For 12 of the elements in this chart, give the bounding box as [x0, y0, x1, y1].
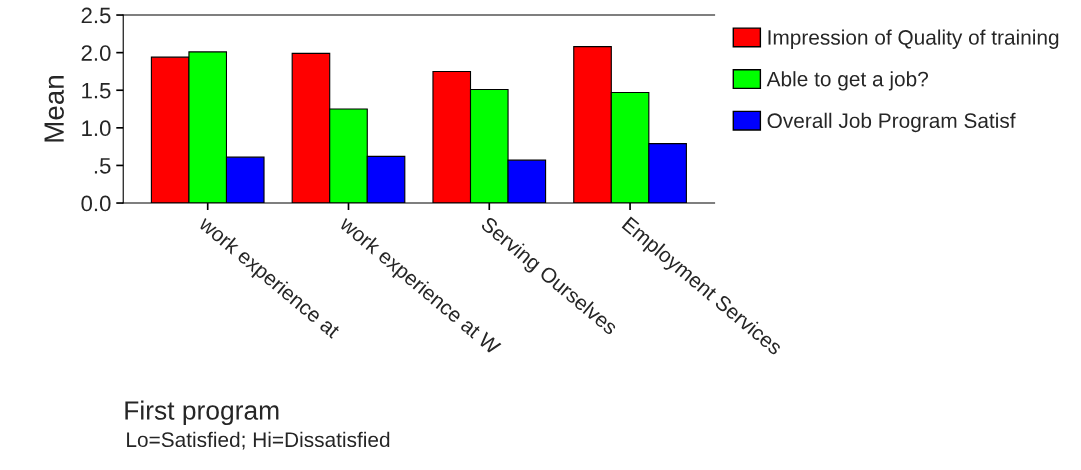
legend-label: Impression of Quality of training	[768, 29, 1059, 49]
y-tick-label: 2.5	[81, 7, 111, 24]
y-tick-label: 0.0	[81, 195, 111, 212]
y-tick-label: 2.0	[81, 45, 111, 61]
y-axis-title: Mean	[44, 76, 64, 142]
x-axis-title: First program	[125, 400, 279, 426]
legend-label: Able to get a job?	[766, 71, 929, 91]
y-tick-label: .5	[94, 158, 111, 174]
legend-label: Overall Job Program Satisf	[767, 112, 1016, 133]
y-tick-label: 1.0	[82, 120, 111, 137]
y-tick-label: 1.5	[82, 83, 111, 99]
text: Lo=Satisfied; Hi=Dissatisfied	[127, 431, 390, 450]
